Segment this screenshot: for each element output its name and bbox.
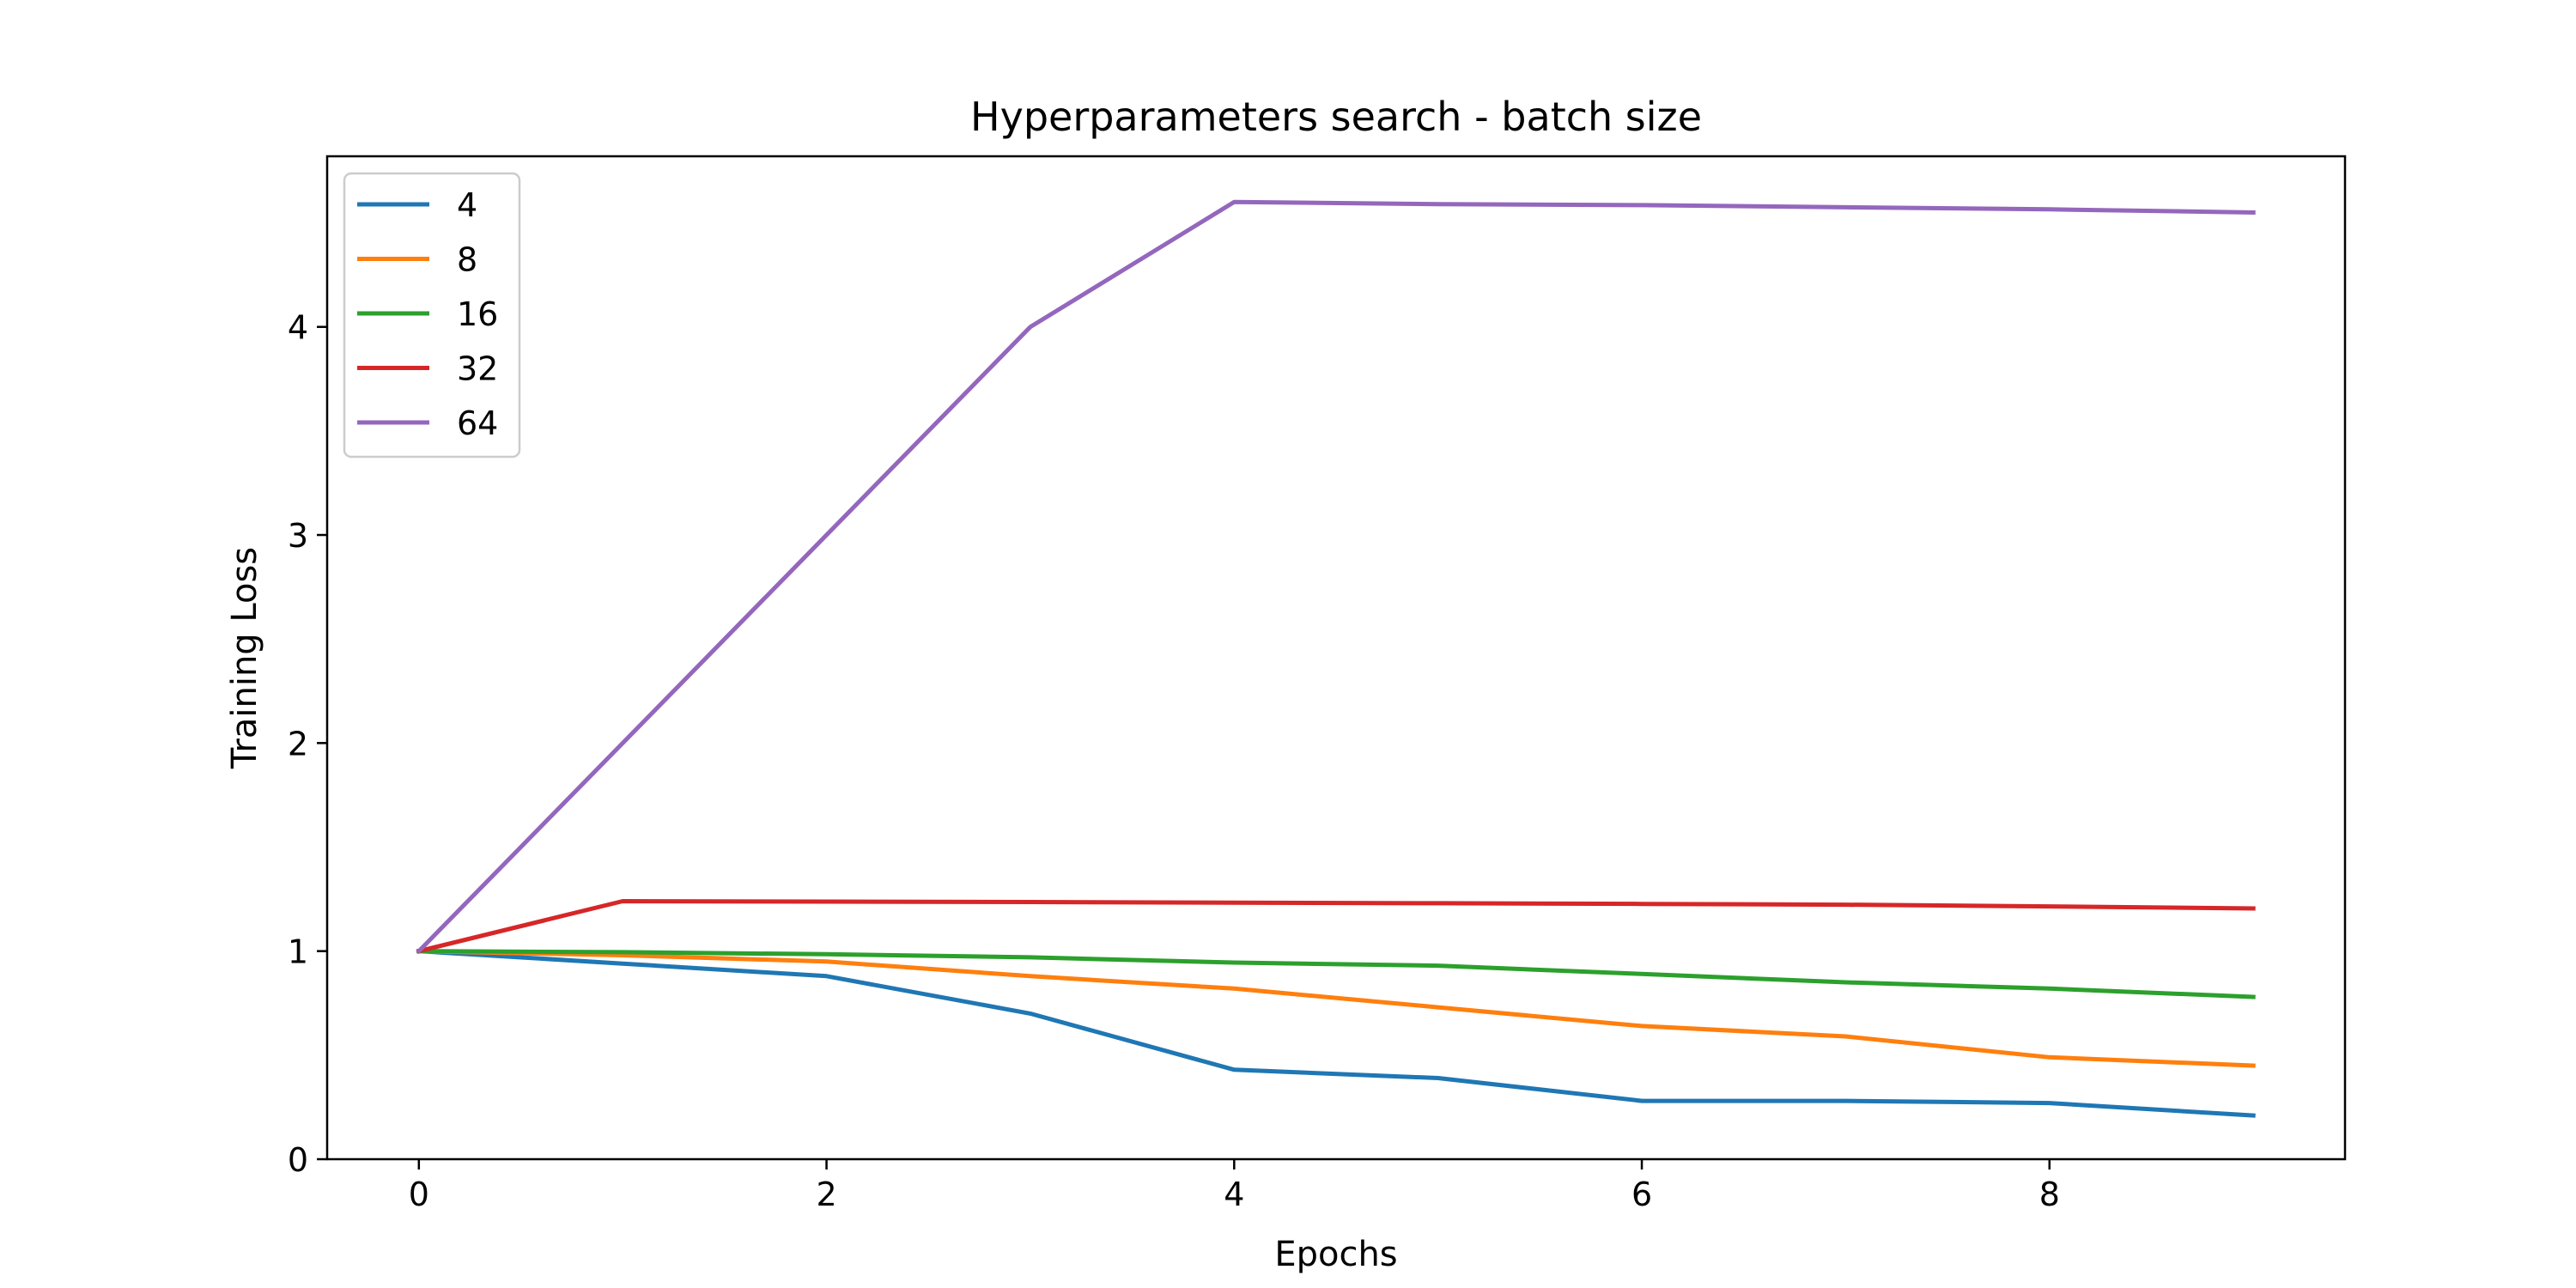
legend: 4 8 16 32 64 (343, 172, 521, 459)
plot-area (325, 155, 2347, 1161)
chart-title: Hyperparameters search - batch size (970, 94, 1702, 140)
y-tick-label: 0 (288, 1141, 308, 1179)
y-tick-label: 1 (288, 933, 308, 971)
y-tick-label: 2 (288, 725, 308, 762)
legend-label: 4 (457, 186, 477, 224)
series-line-16 (416, 949, 2256, 999)
y-axis: 0 1 2 3 4 (288, 309, 327, 1179)
series-line-64 (416, 199, 2256, 955)
y-axis-label: Training Loss (225, 547, 264, 769)
x-tick-label: 4 (1224, 1176, 1244, 1213)
x-tick-label: 2 (816, 1176, 836, 1213)
x-tick-label: 0 (409, 1176, 429, 1213)
series-line-32 (416, 899, 2256, 954)
legend-label: 64 (457, 404, 498, 442)
legend-label: 32 (457, 350, 498, 388)
x-axis-label: Epochs (1274, 1235, 1397, 1274)
series-line-4 (416, 949, 2256, 1118)
x-axis: 0 2 4 6 8 (409, 1159, 2060, 1213)
legend-item-8: 8 (357, 241, 477, 279)
legend-item-32: 32 (357, 350, 498, 388)
legend-box (343, 172, 521, 459)
y-tick-label: 4 (288, 309, 308, 347)
plot-frame (325, 155, 2347, 1161)
x-tick-label: 6 (1631, 1176, 1652, 1213)
legend-label: 8 (457, 241, 477, 279)
legend-item-4: 4 (357, 186, 477, 224)
legend-entries: 4 8 16 32 64 (357, 186, 498, 442)
lines-layer (416, 199, 2256, 1118)
legend-label: 16 (457, 295, 498, 333)
legend-item-64: 64 (357, 404, 498, 442)
x-tick-label: 8 (2039, 1176, 2060, 1213)
series-line-8 (416, 949, 2256, 1068)
y-tick-label: 3 (288, 517, 308, 555)
legend-item-16: 16 (357, 295, 498, 333)
